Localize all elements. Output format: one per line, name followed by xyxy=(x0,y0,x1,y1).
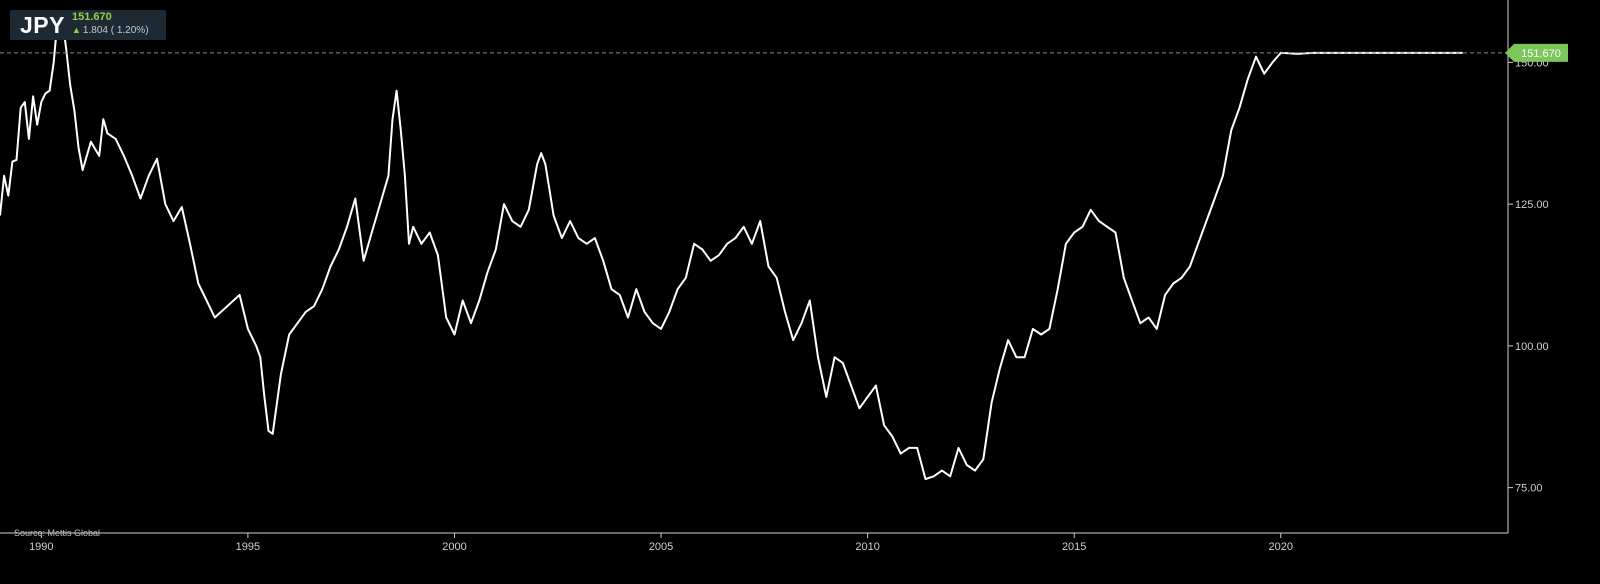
up-arrow-icon: ▲ xyxy=(72,25,81,35)
x-tick-label: 2015 xyxy=(1062,541,1086,553)
x-tick-label: 2010 xyxy=(855,541,879,553)
source-note: Source: Mettis Global xyxy=(14,528,101,538)
ticker-change-pct: ( 1.20%) xyxy=(110,25,149,36)
x-tick-label: 2005 xyxy=(649,541,673,553)
y-tick-label: 125.00 xyxy=(1515,199,1549,211)
ticker-badge[interactable]: JPY 151.670 ▲ 1.804 ( 1.20%) xyxy=(10,10,166,40)
ticker-price: 151.670 xyxy=(72,11,112,23)
x-tick-label: 2020 xyxy=(1269,541,1293,553)
x-tick-label: 2000 xyxy=(442,541,466,553)
series-layer xyxy=(0,14,1463,481)
ticker-change-row: ▲ 1.804 ( 1.20%) xyxy=(72,24,149,37)
last-price-marker: 151.670 xyxy=(0,43,1568,62)
last-price-label: 151.670 xyxy=(1521,48,1561,60)
price-line xyxy=(0,14,1463,481)
x-tick-label: 1990 xyxy=(29,541,53,553)
ticker-symbol: JPY xyxy=(20,12,65,38)
y-tick-label: 100.00 xyxy=(1515,341,1549,353)
x-axis: 1990 1995 2000 2005 2010 2015 2020 xyxy=(0,532,1508,553)
last-price-tag xyxy=(1505,43,1568,62)
y-tick-label: 75.00 xyxy=(1515,483,1543,495)
x-tick-label: 1995 xyxy=(236,541,260,553)
ticker-change: 1.804 xyxy=(82,25,108,36)
